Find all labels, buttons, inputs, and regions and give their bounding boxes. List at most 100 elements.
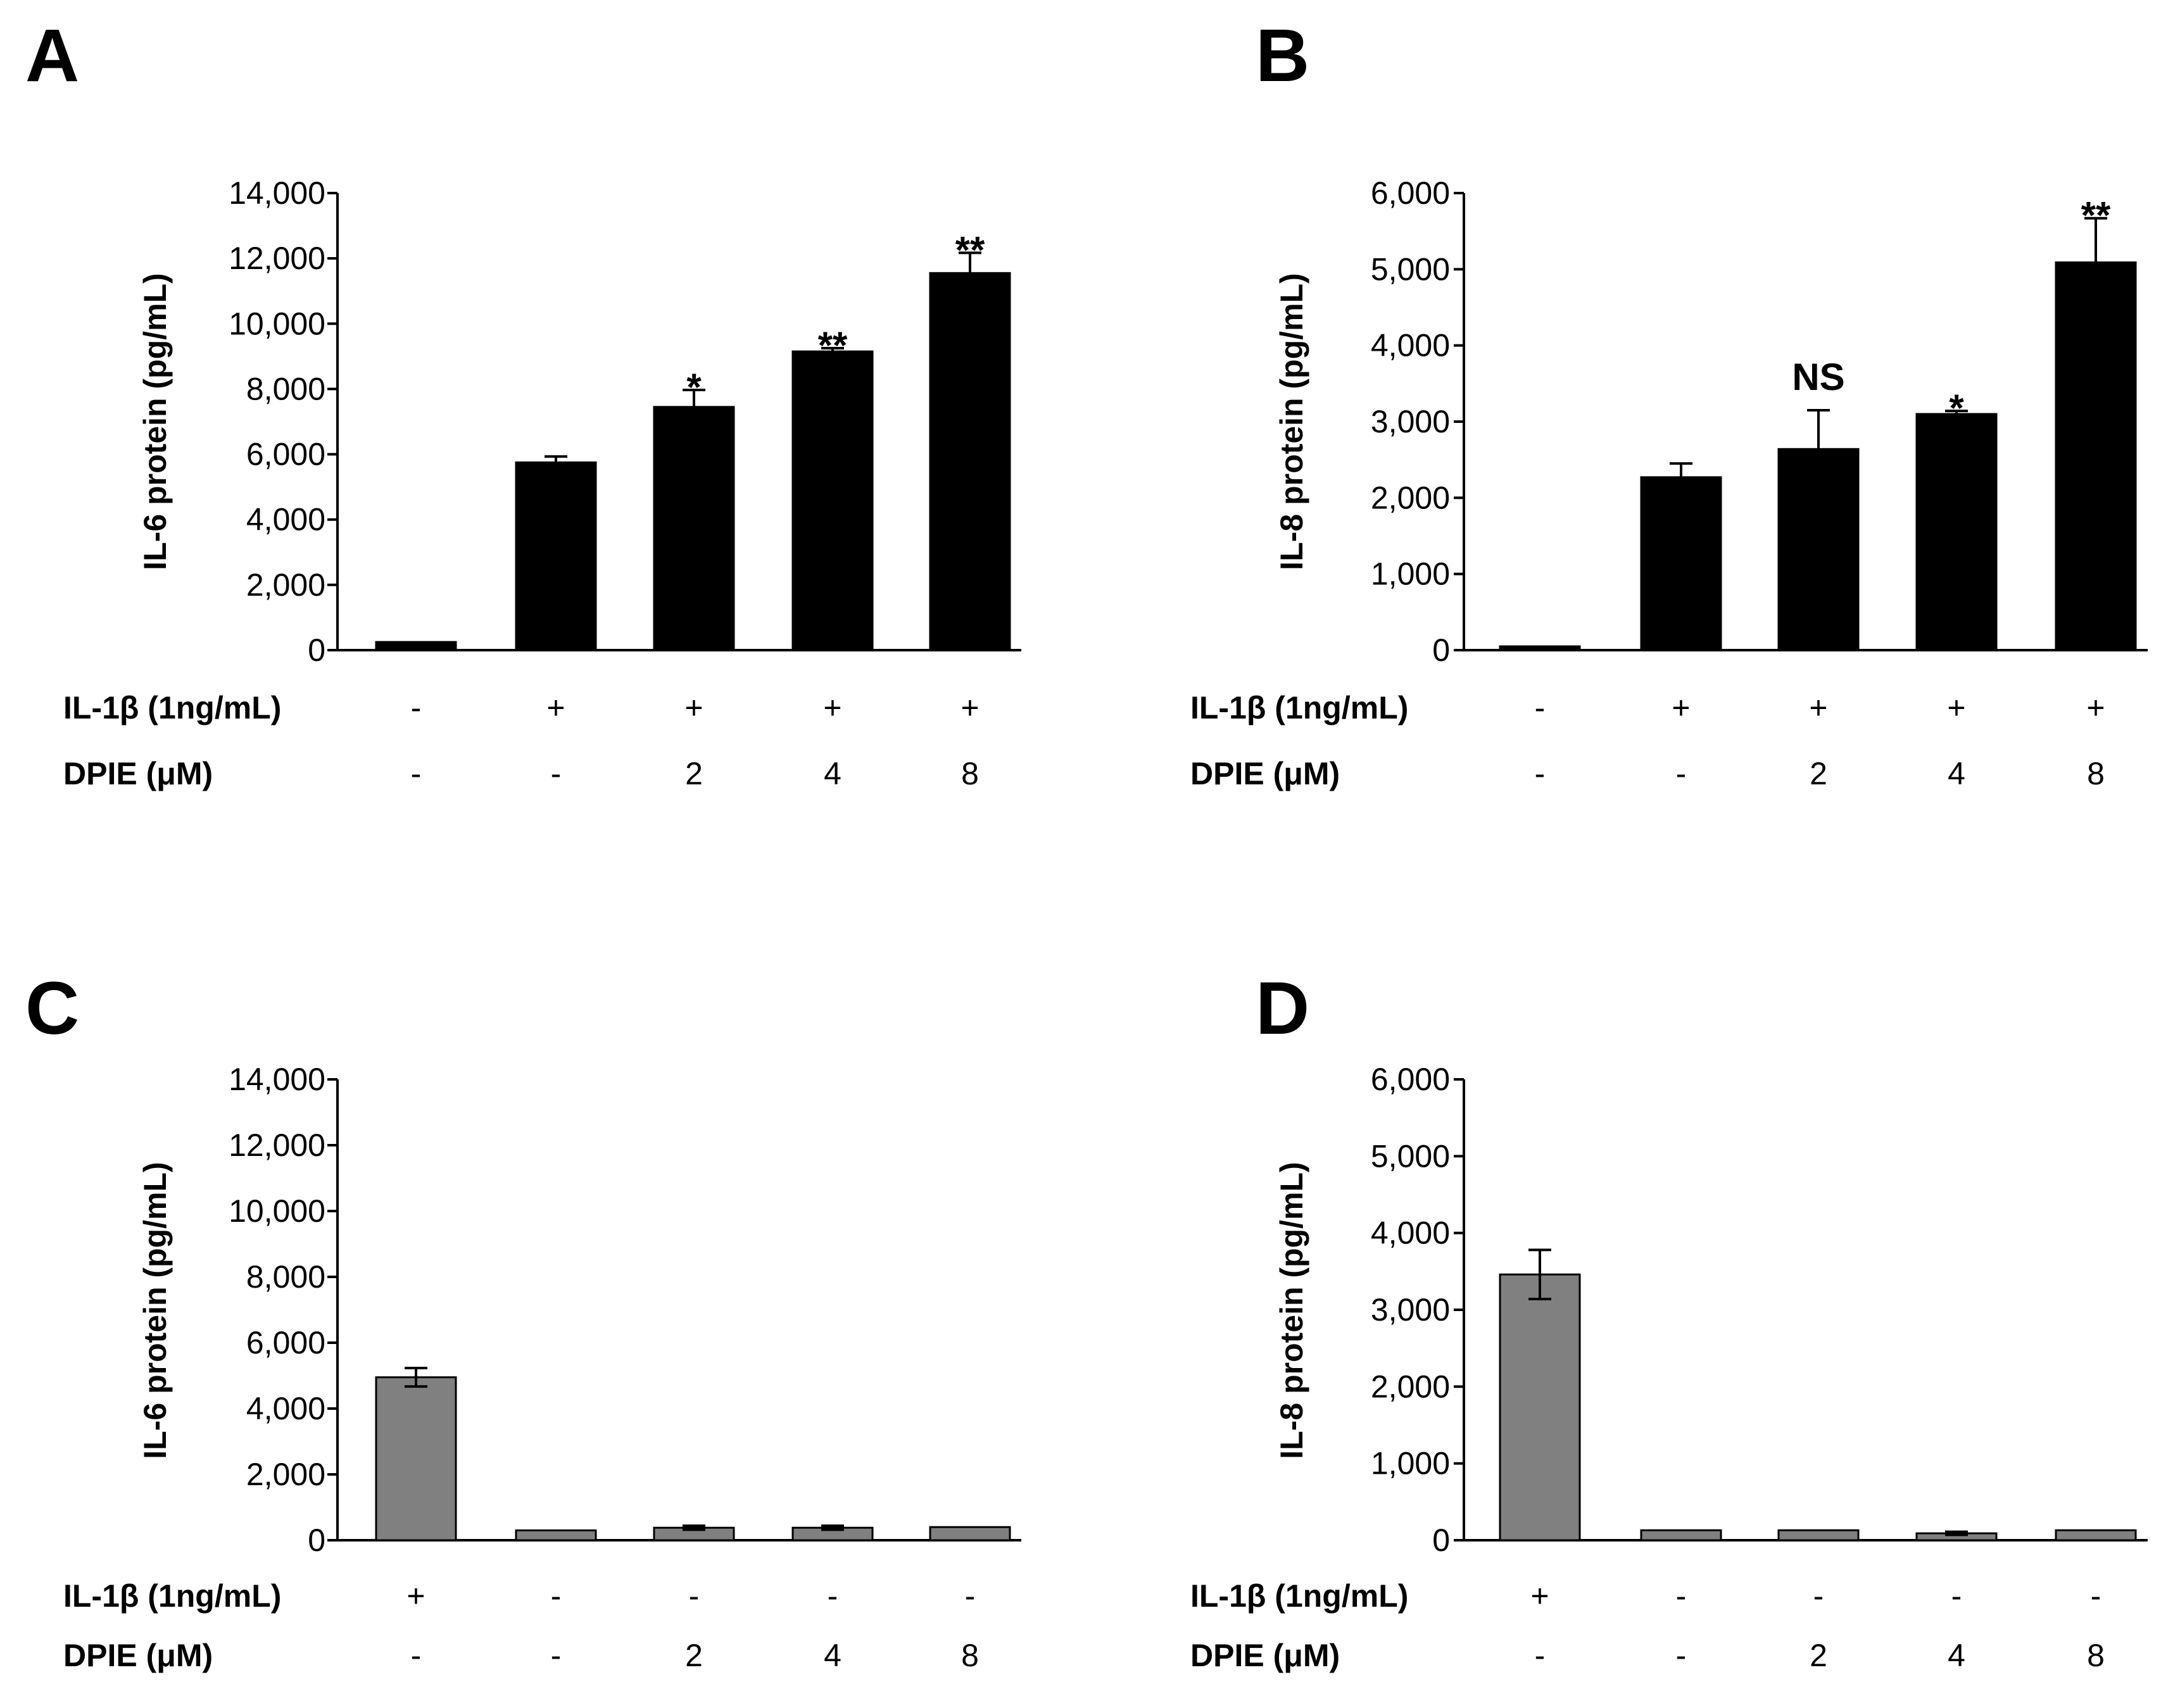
condition-value: + [823, 690, 841, 725]
y-tick-label: 1,000 [1371, 1446, 1450, 1481]
condition-value: - [551, 756, 562, 791]
y-tick-label: 10,000 [229, 1193, 325, 1229]
chart-panel-a: A 0 2,000 4,000 6,000 8,000 10,000 12,000 14,000… [25, 14, 1021, 791]
condition-value: - [1951, 1578, 1962, 1614]
condition-value: + [1672, 690, 1690, 725]
y-tick-label: 4,000 [246, 1391, 325, 1426]
y-tick-label: 10,000 [229, 306, 325, 341]
y-tick-label: 3,000 [1371, 1292, 1450, 1328]
condition-value: 4 [1948, 756, 1965, 791]
bar [515, 461, 597, 651]
y-axis-title: IL-6 protein (pg/mL) [137, 273, 173, 570]
condition-value: 8 [961, 756, 979, 791]
y-tick-label: 0 [308, 1523, 325, 1558]
condition-value: + [961, 690, 979, 725]
y-tick-label: 2,000 [246, 567, 325, 603]
y-tick-label: 14,000 [229, 175, 325, 211]
condition-value: - [965, 1578, 976, 1614]
bar [1640, 1529, 1722, 1542]
condition-value: + [1809, 690, 1827, 725]
significance-label: NS [1792, 356, 1844, 398]
chart-panel-c: C 0 2,000 4,000 6,000 8,000 10,000 12,000 14,000… [25, 967, 1021, 1673]
y-tick-label: 3,000 [1371, 404, 1450, 439]
condition-value: 8 [961, 1638, 979, 1673]
condition-row-label: DPIE (μM) [1190, 1638, 1340, 1673]
bar [1640, 476, 1722, 651]
condition-value: 8 [2087, 1638, 2105, 1673]
condition-value: + [1530, 1578, 1549, 1614]
condition-row-label: DPIE (μM) [63, 1638, 213, 1673]
condition-value: - [1535, 690, 1546, 725]
y-tick-label: 4,000 [1371, 328, 1450, 363]
condition-value: + [2086, 690, 2105, 725]
condition-value: - [689, 1578, 700, 1614]
condition-value: - [1676, 1638, 1687, 1673]
y-tick-label: 0 [1432, 1523, 1450, 1558]
y-axis-title: IL-8 protein (pg/mL) [1274, 273, 1309, 570]
significance-label: ** [818, 324, 848, 367]
y-tick-label: 6,000 [1371, 175, 1450, 211]
panel-letter: A [25, 14, 79, 97]
y-axis-title: IL-6 protein (pg/mL) [137, 1162, 173, 1459]
y-tick-label: 4,000 [1371, 1215, 1450, 1251]
condition-value: - [411, 1638, 422, 1673]
y-tick-label: 4,000 [246, 502, 325, 537]
condition-value: 2 [1810, 756, 1827, 791]
condition-value: + [406, 1578, 425, 1614]
condition-value: - [1535, 1638, 1546, 1673]
bar [1499, 1273, 1581, 1542]
condition-value: 4 [824, 1638, 841, 1673]
significance-label: * [686, 366, 702, 408]
y-tick-label: 12,000 [229, 241, 325, 276]
condition-row-label: IL-1β (1ng/mL) [63, 690, 281, 725]
significance-label: * [1949, 387, 1964, 429]
y-tick-label: 2,000 [246, 1457, 325, 1492]
significance-label: ** [2081, 194, 2111, 237]
condition-value: + [684, 690, 703, 725]
condition-value: - [1813, 1578, 1824, 1614]
condition-row-label: IL-1β (1ng/mL) [1190, 690, 1408, 725]
condition-value: - [828, 1578, 838, 1614]
y-tick-label: 5,000 [1371, 1138, 1450, 1174]
bar [1777, 448, 1860, 651]
bar [375, 1376, 457, 1542]
condition-value: 2 [1810, 1638, 1827, 1673]
y-tick-label: 6,000 [246, 1325, 325, 1360]
condition-value: - [1676, 1578, 1687, 1614]
bar [929, 1526, 1011, 1542]
bar [791, 350, 874, 651]
y-tick-label: 6,000 [246, 437, 325, 472]
bar [1499, 645, 1581, 651]
condition-value: 4 [1948, 1638, 1965, 1673]
panel-letter: B [1256, 14, 1309, 97]
condition-value: + [1947, 690, 1965, 725]
condition-value: - [411, 756, 422, 791]
panel-letter: C [25, 967, 79, 1050]
y-tick-label: 0 [308, 632, 325, 668]
condition-value: - [2091, 1578, 2101, 1614]
condition-row-label: IL-1β (1ng/mL) [1190, 1578, 1408, 1614]
condition-value: + [546, 690, 565, 725]
condition-value: - [411, 690, 422, 725]
condition-row-label: DPIE (μM) [63, 756, 213, 791]
condition-value: - [551, 1638, 562, 1673]
y-tick-label: 12,000 [229, 1127, 325, 1163]
condition-value: - [1676, 756, 1687, 791]
y-tick-label: 2,000 [1371, 1369, 1450, 1404]
bar [2055, 261, 2137, 651]
y-tick-label: 1,000 [1371, 556, 1450, 592]
y-tick-label: 5,000 [1371, 251, 1450, 287]
y-tick-label: 2,000 [1371, 480, 1450, 515]
condition-row-label: DPIE (μM) [1190, 756, 1340, 791]
chart-panel-d: D 0 1,000 2,000 3,000 4,000 5,000 6,000 IL-8 pro… [1190, 967, 2148, 1673]
y-tick-label: 0 [1432, 632, 1450, 668]
bar [2055, 1529, 2137, 1542]
bar [1915, 413, 1998, 651]
y-axis-title: IL-8 protein (pg/mL) [1274, 1162, 1309, 1459]
bar [375, 641, 457, 651]
significance-label: ** [955, 229, 985, 271]
y-tick-label: 8,000 [246, 371, 325, 406]
bar [653, 406, 735, 651]
condition-value: 8 [2087, 756, 2105, 791]
